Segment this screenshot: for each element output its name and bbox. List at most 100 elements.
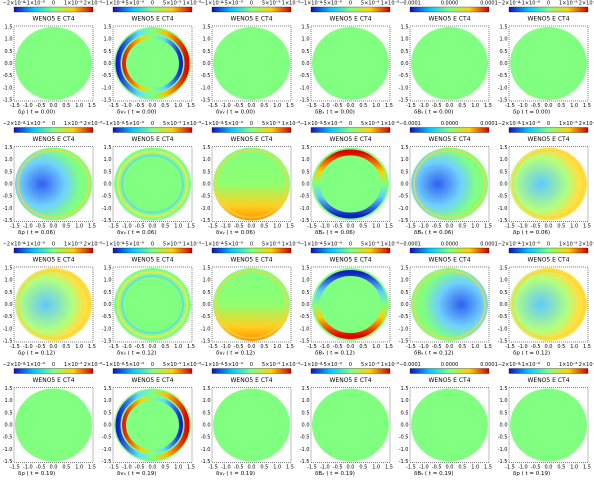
- y-tick-label: 0.0: [500, 302, 508, 308]
- x-tick-label: 0.5: [458, 103, 466, 109]
- plot-frame: [112, 387, 193, 463]
- colorbar-tick-label: 0: [52, 1, 55, 7]
- field: [114, 147, 191, 221]
- y-tick-label: 1.0: [203, 398, 211, 404]
- x-tick-label: 0.0: [347, 103, 355, 109]
- panel-title: WENO5 E CT4: [32, 136, 74, 143]
- panel: −1×10⁻⁸−5×10⁻⁹ 0 5×10⁻⁹ 1×10⁻⁸ WENO5 E CT4 -1…: [201, 121, 300, 236]
- x-tick-label: -1.5: [208, 224, 218, 230]
- field: [510, 147, 587, 221]
- colorbar-tick-label: 0: [250, 1, 253, 7]
- y-tick-label: 0.0: [302, 182, 310, 188]
- colorbar: [508, 368, 589, 374]
- x-tick-label: 1.0: [174, 344, 182, 350]
- colorbar-tick-label: 2×10⁻⁸: [84, 362, 102, 368]
- y-tick-label: 0.5: [5, 290, 13, 296]
- colorbar-tick-label: 0: [52, 242, 55, 248]
- plot-frame: [211, 25, 292, 102]
- x-tick-label: 0.5: [161, 103, 169, 109]
- y-tick-label: 1.5: [5, 145, 13, 151]
- x-tick-label: -0.5: [531, 465, 541, 471]
- x-tick-label: -1.5: [406, 224, 416, 230]
- colorbar-tick-label: 0: [250, 121, 253, 127]
- x-tick-label: -0.5: [333, 103, 343, 109]
- y-tick-label: -0.5: [300, 435, 310, 441]
- x-tick-label: -1.5: [10, 103, 20, 109]
- y-tick-label: -1.0: [201, 85, 211, 91]
- field: [411, 147, 488, 221]
- x-tick-label: -1.5: [406, 103, 416, 109]
- x-tick-label: 1.5: [88, 224, 96, 230]
- panel-title: WENO5 E CT4: [428, 377, 470, 384]
- y-tick-label: -1.5: [498, 98, 508, 104]
- x-tick-label: 1.5: [484, 344, 492, 350]
- colorbar-tick-label: 0: [547, 1, 550, 7]
- y-tick-label: -0.5: [3, 314, 13, 320]
- x-tick-label: 0.0: [347, 344, 355, 350]
- colorbar-tick-label: −5×10⁻⁹: [121, 242, 144, 248]
- x-tick-label: 1.0: [372, 103, 380, 109]
- y-tick-label: 0.0: [5, 302, 13, 308]
- y-tick-label: -1.0: [399, 447, 409, 453]
- y-tick-label: 0.0: [500, 61, 508, 67]
- x-tick-label: -1.0: [221, 224, 231, 230]
- x-tick-label: -1.5: [208, 344, 218, 350]
- y-tick-label: -0.5: [399, 435, 409, 441]
- colorbar-tick-label: 0.0001: [480, 362, 498, 368]
- colorbar-tick-label: −1×10⁻⁸: [22, 121, 45, 127]
- x-tick-label: 0.5: [260, 344, 268, 350]
- x-tick-label: 1.5: [583, 344, 591, 350]
- x-tick-label: -0.5: [333, 465, 343, 471]
- x-tick-label: -0.5: [531, 224, 541, 230]
- panel-title: WENO5 E CT4: [329, 16, 371, 23]
- colorbar-tick-label: −5×10⁻⁹: [121, 1, 144, 7]
- y-tick-label: 1.0: [104, 157, 112, 163]
- y-tick-label: 0.0: [401, 423, 409, 429]
- x-axis-label: δvᵧ ( t = 0.00): [216, 110, 255, 116]
- colorbar-tick-label: 0: [349, 121, 352, 127]
- colorbar-tick-label: 5×10⁻⁹: [163, 121, 181, 127]
- colorbar-tick-label: −1×10⁻⁸: [102, 1, 125, 7]
- x-tick-label: 0.5: [161, 344, 169, 350]
- x-tick-label: 0.0: [248, 224, 256, 230]
- y-tick-label: -1.0: [102, 85, 112, 91]
- y-tick-label: 0.5: [203, 410, 211, 416]
- y-tick-label: -1.0: [3, 206, 13, 212]
- x-axis-label: δvₓ ( t = 0.19): [117, 471, 156, 477]
- field: [213, 268, 290, 341]
- y-tick-label: -1.0: [201, 206, 211, 212]
- colorbar-tick-label: −5×10⁻⁹: [319, 362, 342, 368]
- panel-title: WENO5 E CT4: [230, 377, 272, 384]
- y-tick-label: 1.0: [500, 157, 508, 163]
- x-tick-label: -1.5: [109, 224, 119, 230]
- x-tick-label: 1.0: [273, 465, 281, 471]
- x-tick-label: 0.5: [557, 103, 565, 109]
- x-tick-label: 1.5: [187, 465, 195, 471]
- field: [510, 268, 587, 341]
- x-axis-label: δBₓ ( t = 0.19): [315, 471, 355, 477]
- colorbar-tick-label: 1×10⁻⁸: [559, 121, 577, 127]
- y-tick-label: -1.5: [201, 339, 211, 345]
- y-tick-label: 1.0: [401, 278, 409, 284]
- x-tick-label: 0.0: [50, 465, 58, 471]
- y-tick-label: -1.5: [300, 459, 310, 465]
- colorbar-tick-label: 0: [151, 1, 154, 7]
- x-tick-label: 0.0: [149, 465, 157, 471]
- x-tick-label: 1.0: [570, 465, 578, 471]
- y-tick-label: 1.0: [104, 278, 112, 284]
- y-tick-label: 0.0: [302, 423, 310, 429]
- x-tick-label: -1.5: [307, 465, 317, 471]
- colorbar-tick-label: 5×10⁻⁹: [262, 1, 280, 7]
- y-tick-label: 1.5: [302, 25, 310, 31]
- panel: −1×10⁻⁸−5×10⁻⁹ 0 5×10⁻⁹ 1×10⁻⁸ WENO5 E CT4 -1…: [300, 242, 399, 357]
- x-axis-label: δρ ( t = 0.00): [18, 110, 55, 116]
- x-axis-label: δvᵧ ( t = 0.12): [216, 351, 255, 357]
- y-tick-label: 1.5: [500, 25, 508, 31]
- y-tick-label: 1.0: [302, 278, 310, 284]
- field: [213, 388, 290, 462]
- y-tick-label: -1.5: [3, 339, 13, 345]
- y-tick-label: 1.5: [203, 145, 211, 151]
- x-axis-label: δvₓ ( t = 0.12): [117, 351, 156, 357]
- y-tick-label: -1.5: [399, 339, 409, 345]
